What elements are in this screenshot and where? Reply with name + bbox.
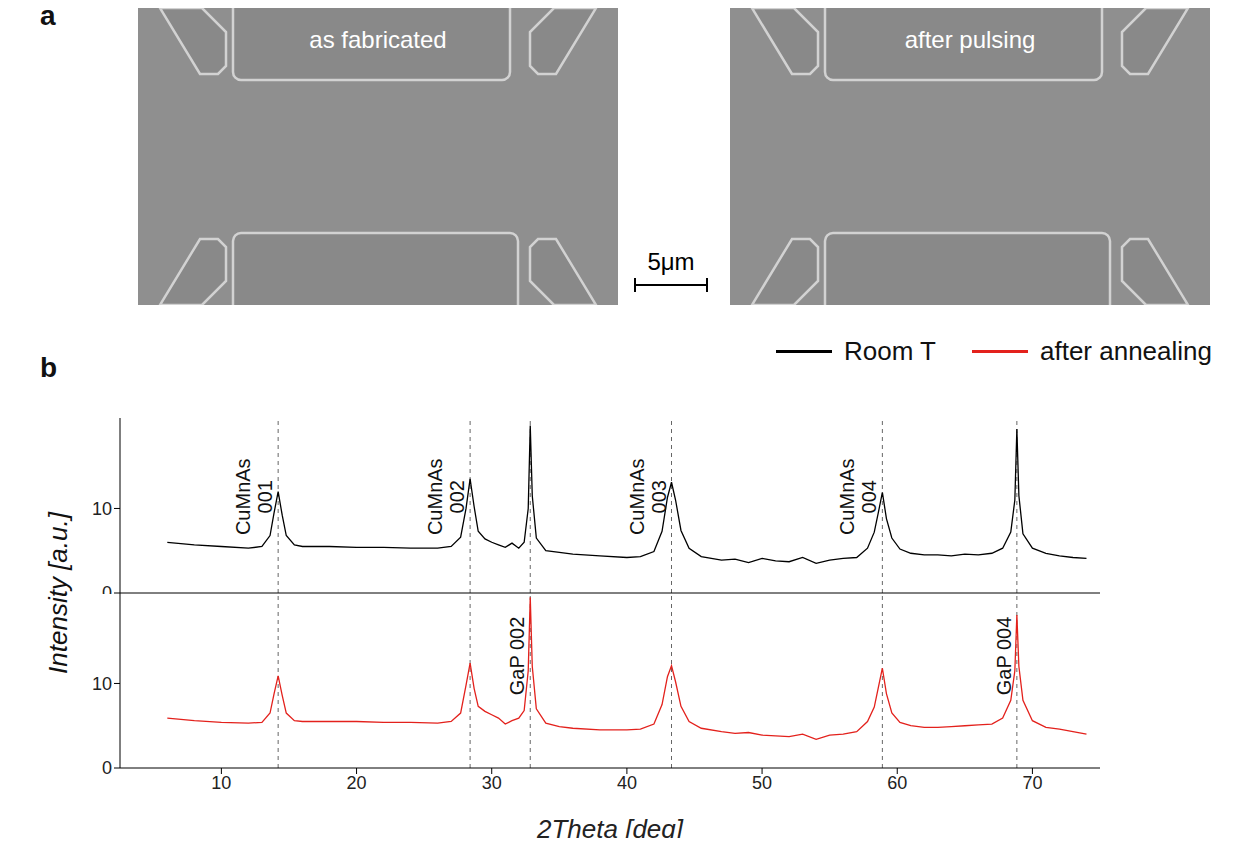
svg-text:60: 60 xyxy=(887,773,907,793)
html-text:Intensity [a.u.]: Intensity [a.u.] xyxy=(42,512,73,674)
svg-text:0: 0 xyxy=(102,583,112,594)
svg-text:10: 10 xyxy=(211,773,231,793)
svg-text:70: 70 xyxy=(1022,773,1042,793)
svg-text:CuMnAs001: CuMnAs001 xyxy=(232,458,276,535)
html-text:Room T: Room T xyxy=(844,336,936,366)
svg-text:0: 0 xyxy=(102,758,112,778)
svg-text:GaP 002: GaP 002 xyxy=(506,617,528,696)
svg-text:CuMnAs004: CuMnAs004 xyxy=(836,458,880,535)
svg-text:2Theta [deg]: 2Theta [deg] xyxy=(536,814,684,838)
svg-text:10: 10 xyxy=(92,674,112,694)
svg-text:as fabricated: as fabricated xyxy=(309,26,446,53)
svg-text:20: 20 xyxy=(347,773,367,793)
svg-text:10: 10 xyxy=(92,499,112,519)
svg-text:50: 50 xyxy=(752,773,772,793)
html-text:after annealing: after annealing xyxy=(1040,336,1212,366)
svg-text:CuMnAs003: CuMnAs003 xyxy=(626,458,670,535)
html-text:a: a xyxy=(40,0,56,31)
svg-text:40: 40 xyxy=(617,773,637,793)
svg-text:30: 30 xyxy=(482,773,502,793)
svg-text:5μm: 5μm xyxy=(647,248,694,275)
svg-text:GaP 004: GaP 004 xyxy=(993,617,1015,696)
html-text:b: b xyxy=(40,352,58,383)
svg-text:CuMnAs002: CuMnAs002 xyxy=(424,458,468,535)
svg-text:after pulsing: after pulsing xyxy=(905,26,1036,53)
